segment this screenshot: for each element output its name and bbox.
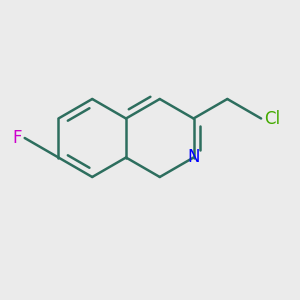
Text: F: F [12,129,22,147]
Text: Cl: Cl [264,110,280,128]
Text: N: N [187,148,200,166]
